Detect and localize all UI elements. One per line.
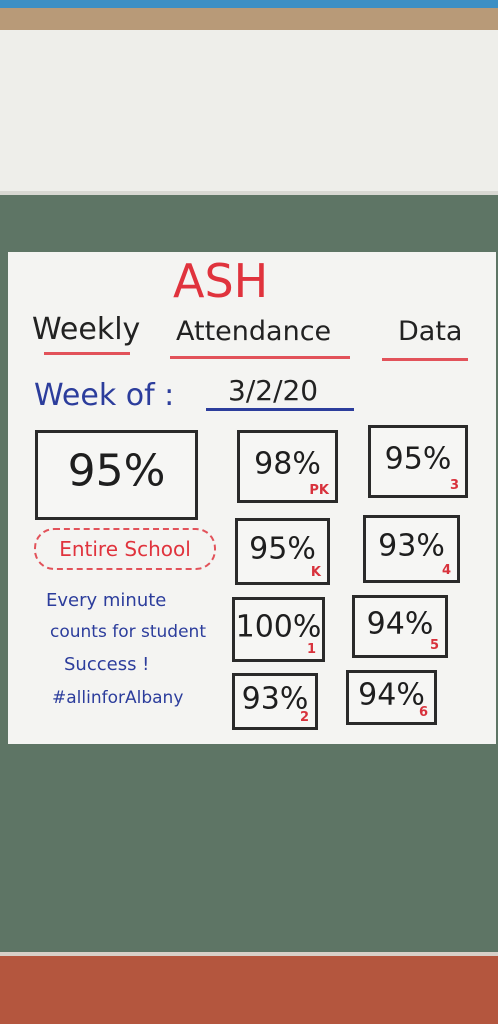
bulletin-strip xyxy=(0,0,498,10)
grade-box: 93% 2 xyxy=(232,673,318,730)
grade-box: 95% 3 xyxy=(368,425,468,498)
subtitle-word: Data xyxy=(398,316,463,347)
grade-label: 3 xyxy=(449,478,459,493)
poster: ASH Weekly Attendance Data Week of : 3/2… xyxy=(8,252,496,744)
grade-value: 95% xyxy=(249,531,316,567)
date-underline xyxy=(206,408,354,411)
message-line: #allinforAlbany xyxy=(52,688,184,708)
grade-value: 93% xyxy=(378,528,445,564)
grade-value: 95% xyxy=(384,441,452,477)
underline xyxy=(170,356,350,359)
subtitle-word: Attendance xyxy=(176,316,332,347)
school-value: 95% xyxy=(67,445,166,497)
message-line: counts for student xyxy=(50,622,206,642)
grade-box: 100% 1 xyxy=(232,597,325,662)
week-date: 3/2/20 xyxy=(228,374,319,407)
message-line: Success ! xyxy=(64,654,150,675)
grade-box: 93% 4 xyxy=(363,515,460,583)
grade-box: 98% PK xyxy=(237,430,338,503)
grade-box: 94% 6 xyxy=(346,670,437,725)
frame xyxy=(0,8,498,34)
wall-panel xyxy=(0,30,498,195)
grade-label: 5 xyxy=(429,638,439,653)
grade-label: 1 xyxy=(306,642,316,657)
school-box: 95% xyxy=(35,430,198,520)
grade-box: 94% 5 xyxy=(352,595,448,658)
school-label: Entire School xyxy=(34,528,216,570)
week-label: Week of : xyxy=(34,378,175,413)
underline xyxy=(44,352,130,355)
message-line: Every minute xyxy=(46,590,167,611)
underline xyxy=(382,358,468,361)
grade-value: 98% xyxy=(254,446,321,482)
subtitle-word: Weekly xyxy=(32,312,141,347)
grade-value: 94% xyxy=(366,606,434,642)
grade-value: 93% xyxy=(241,681,309,717)
brick-floor xyxy=(0,952,498,1024)
grade-label: K xyxy=(310,565,321,580)
grade-label: 2 xyxy=(299,710,309,725)
grade-box: 95% K xyxy=(235,518,330,585)
grade-value: 100% xyxy=(235,609,322,645)
grade-label: 4 xyxy=(441,563,451,578)
grade-label: PK xyxy=(309,483,329,498)
grade-label: 6 xyxy=(418,705,428,720)
grade-value: 94% xyxy=(358,677,425,713)
title: ASH xyxy=(173,254,269,308)
